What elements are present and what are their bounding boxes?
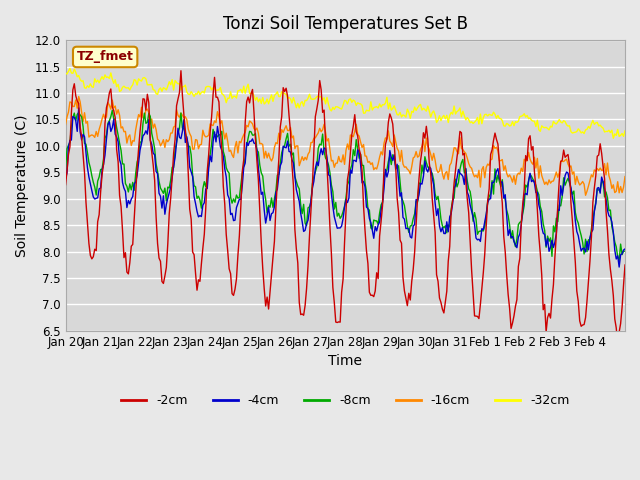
Text: TZ_fmet: TZ_fmet xyxy=(77,50,134,63)
Legend: -2cm, -4cm, -8cm, -16cm, -32cm: -2cm, -4cm, -8cm, -16cm, -32cm xyxy=(116,389,575,412)
Title: Tonzi Soil Temperatures Set B: Tonzi Soil Temperatures Set B xyxy=(223,15,468,33)
X-axis label: Time: Time xyxy=(328,354,362,368)
Y-axis label: Soil Temperature (C): Soil Temperature (C) xyxy=(15,114,29,257)
